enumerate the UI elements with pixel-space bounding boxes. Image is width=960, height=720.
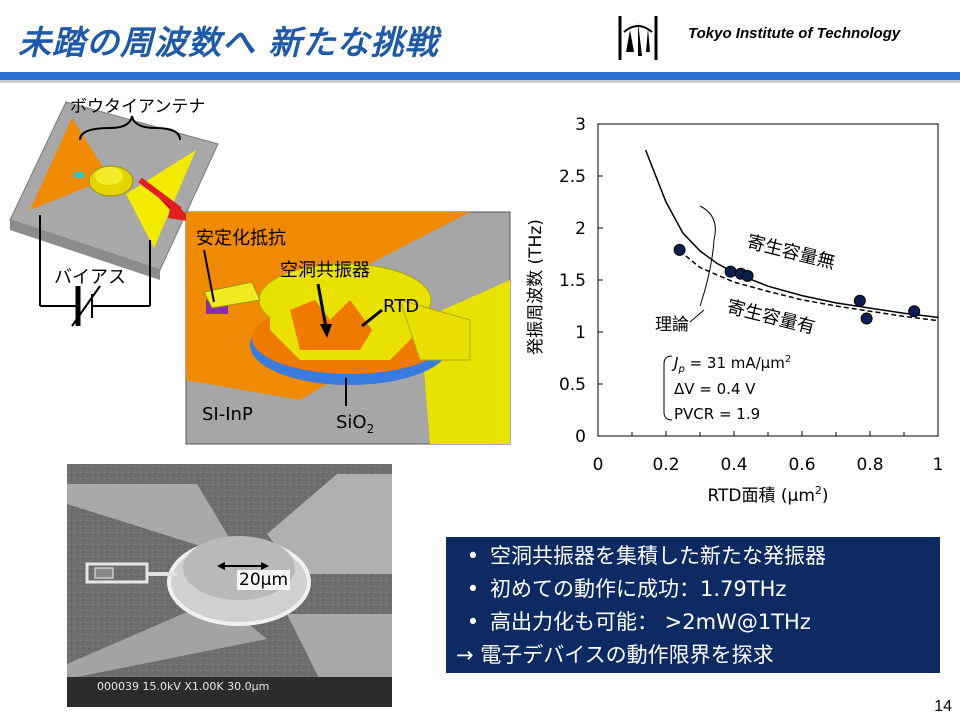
summary-text: 高出力化も可能： >2mW@1THz (490, 610, 811, 634)
cavity-pointer (316, 283, 328, 329)
oxide-label: SiO2 (336, 412, 374, 436)
data-point (673, 243, 686, 256)
data-point (741, 269, 754, 282)
x-tick-label: 0 (593, 455, 604, 475)
param-pvcr: PVCR = 1.9 (674, 405, 760, 423)
summary-text: 初めての動作に成功：1.79THz (490, 577, 787, 601)
summary-item: • 高出力化も可能： >2mW@1THz (456, 606, 940, 639)
x-tick-label: 0.4 (720, 455, 747, 475)
param-jp: Jp = 31 mA/μm2 (671, 354, 791, 375)
bias-label: バイアス (54, 267, 126, 288)
y-axis-label: 発振周波数 (THz) (526, 219, 546, 355)
summary-box: • 空洞共振器を集積した新たな発振器 • 初めての動作に成功：1.79THz • 高出… (446, 537, 940, 673)
y-tick-label: 2 (575, 219, 586, 239)
x-tick-label: 1 (933, 455, 944, 475)
bias-circuit (39, 215, 151, 327)
tokyo-tech-logo (616, 12, 660, 64)
stabilizer-label: 安定化抵抗 (196, 228, 286, 249)
sem-micrograph: 000039 15.0kV X1.00K 30.0μm 20μm (67, 464, 392, 707)
bullet: • (466, 610, 480, 634)
x-tick-label: 0.6 (788, 455, 815, 475)
frequency-vs-area-chart: 00.511.522.530 0.2 0.4 0.6 0.8 1 発振周波数 (THz) … (526, 115, 944, 506)
curve-with-parasitic (679, 250, 939, 322)
y-tick-label: 3 (575, 115, 586, 135)
page-number: 14 (934, 698, 952, 715)
summary-item: • 初めての動作に成功：1.79THz (456, 573, 940, 606)
sem-info-bar: 000039 15.0kV X1.00K 30.0μm (97, 680, 269, 693)
rtd-device-label: RTD (383, 296, 419, 317)
chip-overview (9, 101, 219, 280)
summary-conclusion: → 電子デバイスの動作限界を探求 (456, 643, 774, 667)
stabilizer-pointer (203, 249, 215, 303)
data-point (860, 312, 873, 325)
sem-scale-label: 20μm (237, 570, 291, 590)
data-point (724, 265, 737, 278)
summary-text: 空洞共振器を集積した新たな発振器 (490, 544, 826, 568)
data-point (908, 305, 921, 318)
theory-bracket (699, 205, 716, 307)
y-tick-label: 1 (575, 323, 586, 343)
summary-item: • 空洞共振器を集積した新たな発振器 (456, 540, 940, 573)
antenna-label: ボウタイアンテナ (70, 97, 205, 117)
bullet: • (466, 544, 480, 568)
device-illustration: ボウタイアンテナ バイアス 安定化抵抗 空洞共振器 RTD SI-InP SiO… (9, 97, 511, 445)
organization-name: Tokyo Institute of Technology (688, 25, 901, 42)
cavity-pointer-head (320, 324, 332, 338)
header-rule (0, 72, 960, 80)
x-tick-label: 0.8 (856, 455, 883, 475)
rtd-pointer (361, 308, 383, 328)
x-axis-label: RTD面積 (μm2) (707, 484, 828, 506)
substrate-label: SI-InP (202, 404, 253, 425)
x-tick-label: 0.2 (652, 455, 679, 475)
y-tick-label: 0.5 (559, 375, 586, 395)
header-rule-shadow (0, 80, 960, 83)
enlarged-device-view (185, 211, 511, 445)
data-point (853, 294, 866, 307)
bullet: • (466, 577, 480, 601)
params-bracket (663, 355, 673, 421)
antenna-brace (79, 115, 181, 141)
slide-title: 未踏の周波数へ 新たな挑戦 (18, 23, 439, 62)
cavity-label: 空洞共振器 (280, 260, 370, 281)
y-tick-label: 2.5 (559, 167, 586, 187)
theory-pointer (689, 309, 705, 323)
param-dv: ΔV = 0.4 V (674, 380, 756, 398)
y-tick-label: 0 (575, 427, 586, 447)
y-tick-label: 1.5 (559, 271, 586, 291)
annotation-theory: 理論 (655, 315, 689, 335)
